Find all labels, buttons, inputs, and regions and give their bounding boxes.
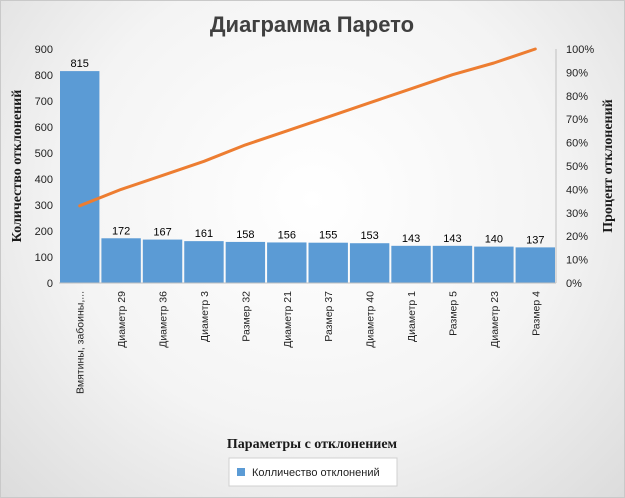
category-label: Диаметр 36 xyxy=(158,291,170,348)
category-label: Размер 32 xyxy=(240,291,252,342)
category-label: Размер 5 xyxy=(447,291,459,336)
y2-tick-label: 60% xyxy=(566,138,588,150)
bar-data-label: 137 xyxy=(526,234,544,246)
y2-tick-label: 30% xyxy=(566,208,588,220)
bar xyxy=(432,245,473,283)
bar xyxy=(391,245,431,283)
category-label: Диаметр 23 xyxy=(489,291,501,348)
bar xyxy=(474,246,514,283)
y2-tick-label: 0% xyxy=(566,278,582,290)
legend-swatch-bar xyxy=(237,468,245,476)
bar xyxy=(515,247,555,283)
cumulative-percent-line xyxy=(78,47,537,208)
category-label: Размер 37 xyxy=(323,291,335,342)
legend-box xyxy=(228,457,398,487)
category-label: Размер 4 xyxy=(530,291,542,336)
chart-title: Диаграмма Парето xyxy=(210,12,414,37)
y-tick-label: 100 xyxy=(35,252,53,264)
bar-data-label: 156 xyxy=(278,229,296,241)
y2-tick-label: 100% xyxy=(566,44,594,56)
y-tick-label: 600 xyxy=(35,122,53,134)
bar xyxy=(225,241,266,283)
y-axis-title: Количество отклонений xyxy=(10,90,25,243)
bar-data-label: 140 xyxy=(485,234,503,246)
bar xyxy=(267,242,307,283)
bar xyxy=(142,239,183,283)
bar-data-label: 167 xyxy=(153,227,171,239)
category-label: Диаметр 29 xyxy=(116,291,128,348)
category-label: Диаметр 21 xyxy=(282,291,294,348)
y2-tick-label: 90% xyxy=(566,67,588,79)
y-tick-label: 500 xyxy=(35,148,53,160)
bar xyxy=(308,242,348,283)
bar-data-label: 161 xyxy=(195,228,213,240)
plot-area: 0 100 200 300 400 500 600 700 800 900 0% 10% 20% 30% 4… xyxy=(35,44,595,394)
category-label: Вмятины, забоины,... xyxy=(75,291,87,394)
y2-tick-label: 50% xyxy=(566,161,588,173)
bar xyxy=(101,238,141,283)
bar xyxy=(184,241,224,283)
bar-data-label: 143 xyxy=(402,233,420,245)
y2-tick-label: 40% xyxy=(566,184,588,196)
y-tick-label: 800 xyxy=(35,70,53,82)
y2-tick-label: 70% xyxy=(566,114,588,126)
legend-label-bar: Колличество отклонений xyxy=(252,467,380,479)
y-tick-label: 300 xyxy=(35,200,53,212)
bar-data-label: 153 xyxy=(360,230,378,242)
category-label: Диаметр 3 xyxy=(199,291,211,342)
y-tick-label: 200 xyxy=(35,226,53,238)
y2-axis-title: Процент отклонений xyxy=(601,99,616,233)
bar-data-label: 158 xyxy=(236,229,254,241)
bar-data-label: 143 xyxy=(443,233,461,245)
y-tick-label: 700 xyxy=(35,96,53,108)
bar-data-label: 155 xyxy=(319,230,337,242)
category-label: Диаметр 40 xyxy=(365,291,377,348)
y2-tick-label: 20% xyxy=(566,231,588,243)
y2-tick-label: 80% xyxy=(566,91,588,103)
category-label: Диаметр 1 xyxy=(406,291,418,342)
bar xyxy=(349,243,390,283)
legend: Колличество отклонений xyxy=(228,457,398,487)
y-tick-label: 400 xyxy=(35,174,53,186)
x-axis-title: Параметры с отклонением xyxy=(227,437,398,452)
y2-tick-label: 10% xyxy=(566,255,588,267)
y-tick-label: 900 xyxy=(35,44,53,56)
bar xyxy=(60,71,100,283)
y-tick-label: 0 xyxy=(47,278,53,290)
bar-data-label: 815 xyxy=(71,58,89,70)
bar-data-label: 172 xyxy=(112,225,130,237)
